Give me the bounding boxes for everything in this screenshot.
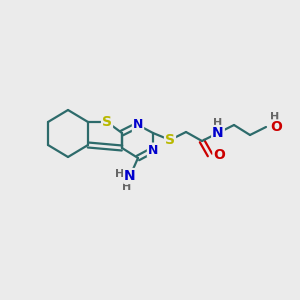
Text: H: H [213, 118, 223, 128]
Text: O: O [213, 148, 225, 162]
Text: N: N [133, 118, 143, 131]
Text: H: H [115, 169, 124, 179]
Text: H: H [122, 182, 132, 192]
Text: N: N [148, 143, 158, 157]
Text: H: H [270, 112, 279, 122]
Text: S: S [102, 115, 112, 129]
Text: N: N [212, 126, 224, 140]
Text: N: N [124, 169, 136, 183]
Text: S: S [165, 133, 175, 147]
Text: O: O [270, 120, 282, 134]
